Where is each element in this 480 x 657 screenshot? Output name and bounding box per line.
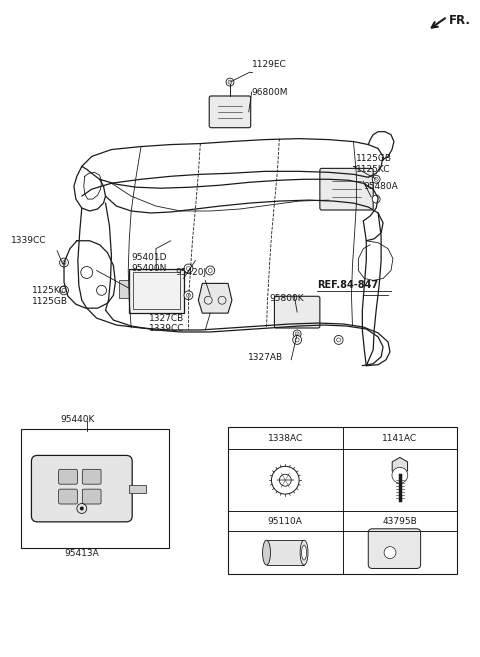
FancyBboxPatch shape [82,489,101,504]
FancyBboxPatch shape [275,296,320,328]
Text: FR.: FR. [449,14,471,27]
Bar [266,540,304,565]
Text: 1129EC: 1129EC [252,60,287,69]
Circle shape [272,466,299,494]
Text: 1125GB: 1125GB [33,297,69,306]
Text: 95401D: 95401D [131,253,167,262]
Text: REF.84-847: REF.84-847 [317,281,378,290]
Circle shape [372,195,380,203]
Text: 1338AC: 1338AC [268,434,303,443]
Ellipse shape [301,545,307,560]
Text: 1125KC: 1125KC [357,165,391,174]
FancyBboxPatch shape [320,168,373,210]
Ellipse shape [300,540,308,565]
Polygon shape [392,457,408,475]
Bar [120,281,129,298]
FancyBboxPatch shape [59,469,77,484]
Bar [129,269,183,313]
Text: 95420J: 95420J [176,268,207,277]
Text: 1141AC: 1141AC [382,434,418,443]
Circle shape [60,258,69,267]
Text: 95400N: 95400N [131,264,167,273]
Circle shape [372,175,380,183]
Polygon shape [129,485,146,493]
Text: 1327AB: 1327AB [248,353,283,362]
Text: 95413A: 95413A [64,549,99,558]
Bar [21,429,169,548]
Text: 95440K: 95440K [60,415,95,424]
Text: 95110A: 95110A [268,517,303,526]
Circle shape [384,547,396,558]
Circle shape [206,266,215,275]
Circle shape [226,78,234,86]
Bar [133,273,180,309]
Text: 1339CC: 1339CC [11,237,46,245]
Circle shape [184,264,193,273]
Text: 43795B: 43795B [383,517,417,526]
FancyBboxPatch shape [59,489,77,504]
Text: 1339CC: 1339CC [149,325,184,334]
Circle shape [60,286,69,295]
FancyBboxPatch shape [209,96,251,127]
Circle shape [392,467,408,483]
FancyBboxPatch shape [368,529,420,568]
Polygon shape [198,283,232,313]
Circle shape [334,336,343,344]
FancyBboxPatch shape [82,469,101,484]
Text: 1125GB: 1125GB [357,154,393,163]
Ellipse shape [263,540,270,565]
Text: 1125KC: 1125KC [33,286,67,295]
Text: 96800M: 96800M [252,87,288,97]
Circle shape [293,336,301,344]
Circle shape [184,291,193,300]
Circle shape [293,330,301,338]
Text: 95800K: 95800K [269,294,304,303]
Text: 95480A: 95480A [363,182,398,191]
Bar [228,427,457,574]
Text: 1327CB: 1327CB [149,313,184,323]
FancyBboxPatch shape [31,455,132,522]
Circle shape [80,507,84,510]
